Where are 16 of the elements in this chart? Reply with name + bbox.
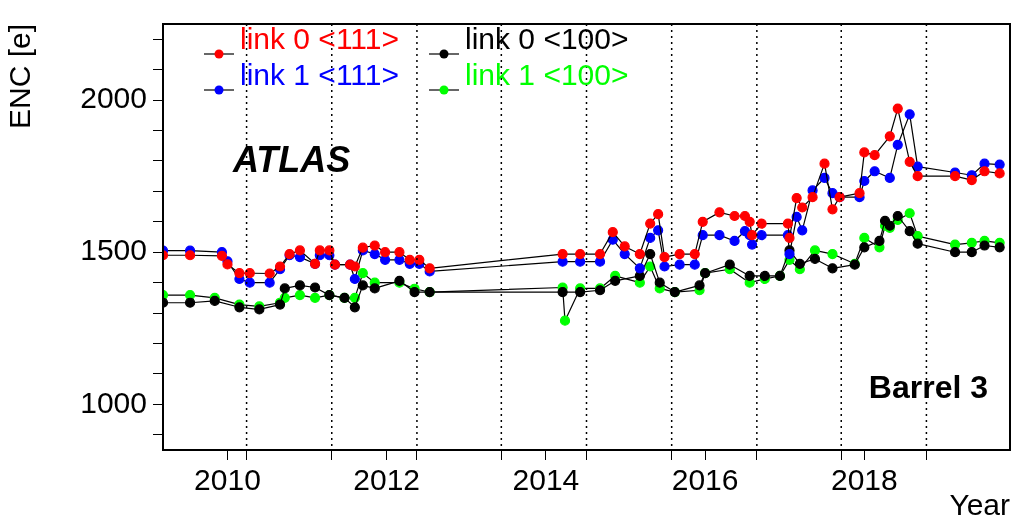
legend-label: link 0 <100> (465, 22, 629, 56)
legend-label: link 1 <111> (240, 58, 400, 92)
annotation: ATLAS (232, 139, 351, 180)
x-tick-label: 2016 (671, 463, 739, 497)
x-tick-label: 2010 (194, 463, 261, 497)
y-tick-label: 1500 (80, 233, 147, 267)
x-axis-title: Year (949, 488, 1010, 522)
y-tick-label: 1000 (80, 385, 147, 419)
annotation: Barrel 3 (868, 369, 988, 405)
legend-label: link 1 <100> (465, 58, 629, 92)
x-tick-label: 2014 (512, 463, 580, 497)
x-tick-label: 2018 (830, 463, 898, 497)
y-tick-label: 2000 (80, 81, 147, 115)
legend-label: link 0 <111> (240, 22, 400, 56)
y-axis-title: ENC [e] (3, 24, 37, 130)
x-tick-label: 2012 (353, 463, 421, 497)
